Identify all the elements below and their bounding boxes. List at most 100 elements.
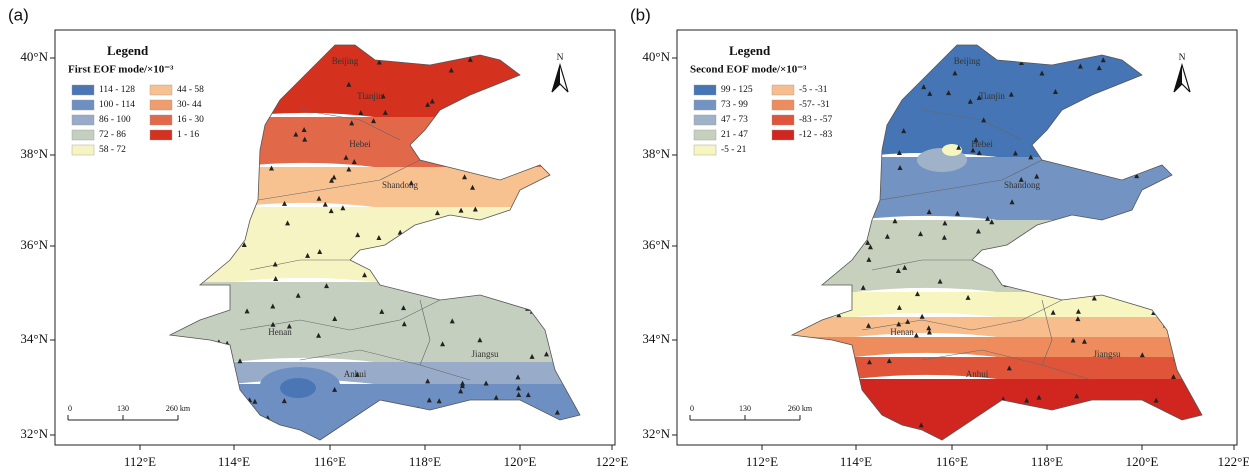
station-marker — [322, 201, 328, 207]
legend-swatch — [149, 129, 173, 141]
station-marker — [1100, 57, 1106, 63]
station-marker — [921, 84, 927, 90]
station-marker — [515, 385, 521, 391]
station-marker — [1091, 295, 1097, 301]
legend-label: 114 - 128 — [99, 85, 135, 95]
station-marker — [272, 261, 278, 267]
lat-label: 38°N — [642, 146, 670, 161]
province-label: Hebei — [971, 139, 993, 149]
station-marker — [1073, 245, 1079, 251]
station-marker — [973, 137, 979, 143]
station-marker — [821, 49, 827, 55]
station-marker — [1084, 160, 1090, 166]
station-marker — [452, 142, 458, 148]
station-marker — [841, 66, 847, 72]
station-marker — [976, 94, 982, 100]
station-marker — [281, 398, 287, 404]
station-marker — [838, 76, 844, 82]
station-marker — [240, 232, 246, 238]
legend-label: -57- -31 — [799, 100, 830, 110]
station-marker — [286, 323, 292, 329]
station-marker — [865, 322, 871, 328]
lat-label: 40°N — [20, 49, 48, 64]
station-marker — [866, 256, 872, 262]
station-marker — [828, 77, 834, 83]
station-marker — [518, 61, 524, 67]
station-marker — [886, 358, 892, 364]
station-marker — [534, 258, 540, 264]
station-marker — [471, 275, 477, 281]
station-marker — [523, 220, 529, 226]
legend-label: 100 - 114 — [99, 100, 135, 110]
lon-label: 112°E — [746, 454, 778, 469]
province-label: Tianjin — [979, 91, 1005, 101]
station-marker — [535, 197, 541, 203]
station-marker — [854, 129, 860, 135]
legend-swatch — [71, 99, 95, 111]
station-marker — [867, 244, 873, 250]
station-marker — [1131, 218, 1137, 224]
station-marker — [282, 200, 288, 206]
province-border — [879, 159, 1043, 201]
station-marker — [198, 49, 204, 55]
station-marker — [1036, 394, 1042, 400]
station-marker — [429, 98, 435, 104]
station-marker — [515, 136, 521, 142]
station-marker — [252, 76, 258, 82]
station-marker — [1052, 152, 1058, 158]
station-marker — [498, 173, 504, 179]
station-marker — [913, 332, 919, 338]
station-marker — [1096, 65, 1102, 71]
station-marker — [965, 294, 971, 300]
station-marker — [1018, 176, 1024, 182]
station-marker — [1170, 373, 1176, 379]
province-border — [921, 109, 1023, 141]
scale-label: 260 km — [788, 404, 813, 413]
station-marker — [851, 122, 857, 128]
lat-label: 36°N — [642, 237, 670, 252]
station-marker — [331, 174, 337, 180]
legend-label: 72 - 86 — [99, 130, 126, 140]
station-marker — [895, 267, 901, 273]
province-border — [257, 159, 421, 201]
province-label: Henan — [890, 327, 914, 337]
station-marker — [1139, 284, 1145, 290]
station-marker — [429, 266, 435, 272]
station-marker — [819, 66, 825, 72]
scale-label: 0 — [68, 404, 72, 413]
legend-label: 47 - 73 — [721, 115, 748, 125]
station-marker — [226, 88, 232, 94]
station-marker — [475, 406, 481, 412]
station-marker — [1075, 316, 1081, 322]
north-arrow-fill — [552, 65, 560, 92]
station-marker — [351, 159, 357, 165]
station-marker — [244, 308, 250, 314]
station-marker — [1028, 154, 1034, 160]
station-marker — [525, 392, 531, 398]
station-marker — [865, 239, 871, 245]
station-marker — [464, 232, 470, 238]
station-marker — [440, 341, 446, 347]
scale-label: 260 km — [166, 404, 191, 413]
panel-tag: (b) — [630, 5, 651, 24]
region-fill — [792, 45, 1202, 440]
station-marker — [301, 127, 307, 133]
station-marker — [376, 59, 382, 65]
station-marker — [843, 106, 849, 112]
station-marker — [460, 380, 466, 386]
station-marker — [376, 235, 382, 241]
station-marker — [825, 392, 831, 398]
province-border — [249, 259, 350, 271]
station-marker — [556, 130, 562, 136]
station-marker — [380, 93, 386, 99]
region-fill — [170, 45, 580, 440]
station-marker — [436, 287, 442, 293]
lat-label: 32°N — [642, 426, 670, 441]
legend-swatch — [771, 129, 795, 141]
station-marker — [448, 67, 454, 73]
station-marker — [1108, 252, 1114, 258]
station-marker — [459, 383, 465, 389]
station-marker — [1177, 88, 1183, 94]
station-marker — [458, 207, 464, 213]
station-marker — [435, 264, 441, 270]
